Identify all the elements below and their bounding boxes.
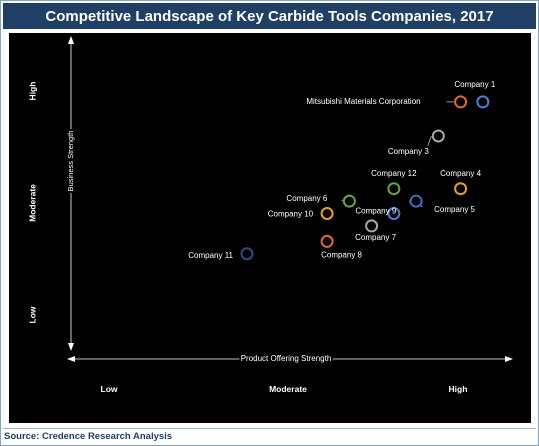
point-company-5: [409, 194, 423, 208]
point-company-1: [476, 95, 490, 109]
data-points: Company 1 Mitsubishi Materials Corporatio…: [188, 80, 496, 261]
label-mitsubishi-materials-corporation: Mitsubishi Materials Corporation: [306, 97, 420, 106]
leader-line-company-6: [341, 199, 343, 202]
point-company-3: [431, 129, 445, 143]
label-company-12: Company 12: [371, 169, 417, 178]
point-company-7: [365, 219, 379, 233]
x-axis-arrow-left: [67, 356, 75, 362]
point-mitsubishi-materials-corporation: [454, 95, 468, 109]
point-company-4: [454, 182, 468, 196]
label-company-8: Company 8: [321, 251, 362, 260]
source-note: Source: Credence Research Analysis: [4, 431, 173, 442]
x-axis-arrow-right: [505, 356, 513, 362]
point-company-6: [342, 194, 356, 208]
x-axis-title: Product Offering Strength: [241, 354, 332, 363]
y-axis-arrow-top: [68, 36, 74, 44]
label-company-3: Company 3: [388, 147, 429, 156]
chart-title: Competitive Landscape of Key Carbide Too…: [3, 3, 536, 29]
axis-ticks: Low Moderate High Low Moderate High: [27, 82, 467, 394]
label-company-10: Company 10: [268, 210, 314, 219]
point-company-12: [387, 182, 401, 196]
label-company-9: Company 9: [355, 207, 396, 216]
scatter-chart: Product Offering Strength Business Stren…: [27, 36, 513, 394]
y-tick-label-low: Low: [27, 306, 37, 323]
label-company-6: Company 6: [286, 194, 327, 203]
label-company-5: Company 5: [434, 205, 475, 214]
x-tick-label-moderate: Moderate: [269, 384, 307, 394]
y-tick-label-high: High: [27, 82, 37, 101]
leader-line-company-3: [427, 135, 432, 146]
x-tick-label-high: High: [449, 384, 468, 394]
y-axis-title: Business Strength: [66, 131, 75, 192]
point-company-11: [240, 247, 254, 261]
chart-area: Product Offering Strength Business Stren…: [9, 33, 531, 423]
y-axis-arrow-bottom: [68, 343, 74, 351]
x-tick-label-low: Low: [101, 384, 118, 394]
label-company-11: Company 11: [188, 251, 233, 260]
footer-divider: [3, 428, 536, 429]
label-company-7: Company 7: [355, 233, 396, 242]
point-company-8: [320, 234, 334, 248]
point-company-9: [387, 207, 401, 220]
y-tick-label-moderate: Moderate: [27, 184, 37, 222]
label-company-4: Company 4: [440, 169, 481, 178]
point-company-10: [320, 207, 334, 220]
label-company-1: Company 1: [454, 80, 495, 89]
